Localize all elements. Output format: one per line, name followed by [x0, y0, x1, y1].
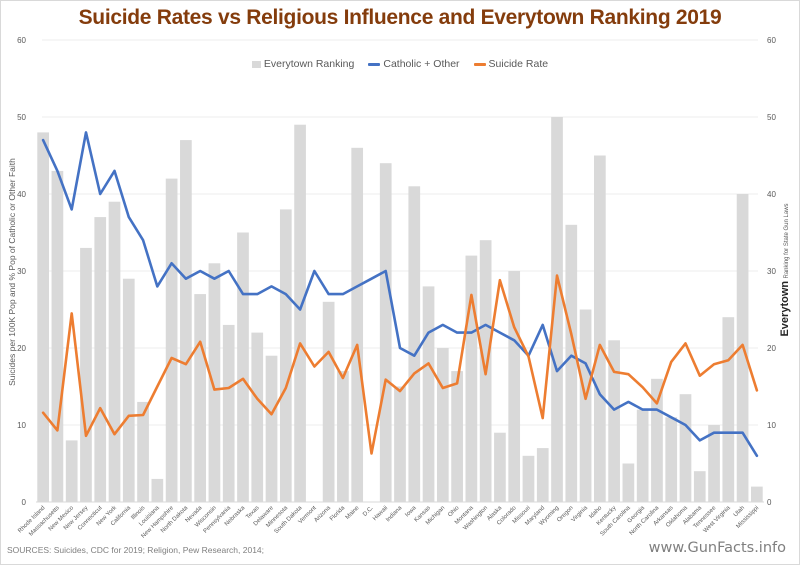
bar-georgia	[636, 409, 649, 502]
bar-florida	[337, 371, 349, 502]
y-axis-left-ticks: 0 10 20 30 40 50 60	[17, 36, 26, 507]
bar-minnesota	[279, 209, 292, 502]
bar-new-mexico	[65, 440, 78, 502]
bar-louisiana	[151, 478, 164, 502]
bar-kansas	[422, 286, 435, 502]
y-tick-left-10: 10	[17, 421, 26, 430]
bar-delaware	[265, 355, 278, 502]
bar-california	[122, 278, 135, 502]
line-suicide-rate	[41, 274, 759, 455]
legend-swatch-suicide	[473, 62, 486, 66]
bar-wisconsin	[208, 263, 221, 502]
bar-new-hampshire	[165, 178, 178, 502]
bar-hawaii	[379, 163, 392, 502]
legend-item-everytown[interactable]: Everytown Ranking	[251, 58, 355, 70]
legend-label-suicide: Suicide Rate	[488, 58, 549, 70]
bar-massachusetts	[51, 170, 64, 502]
bar-north-carolina	[651, 378, 663, 502]
bar-rhode-island	[37, 132, 49, 502]
y-axis-right-title: Everytown Ranking for State Gun Laws	[779, 203, 791, 336]
bar-illinois	[137, 401, 149, 502]
lines	[41, 131, 759, 458]
y-axis-right-ticks: 0 10 20 30 40 50 60	[767, 36, 776, 507]
bar-new-jersey	[80, 247, 92, 502]
bar-tennessee	[708, 425, 720, 502]
bar-mississippi	[751, 486, 763, 502]
bar-south-carolina	[622, 463, 635, 502]
bar-arkansas	[665, 417, 678, 502]
bar-indiana	[394, 386, 406, 502]
bar-oregon	[565, 224, 578, 503]
x-label: Florida	[329, 505, 347, 523]
chart-title: Suicide Rates vs Religious Influence and…	[78, 6, 722, 29]
y-tick-left-0: 0	[22, 498, 27, 507]
bars-everytown-ranking	[37, 117, 763, 503]
bar-new-york	[108, 201, 121, 502]
bar-nebraska	[237, 232, 249, 502]
y-tick-left-30: 30	[17, 267, 26, 276]
bar-pennsylvania	[222, 324, 235, 502]
bar-texas	[251, 332, 264, 502]
bar-missouri	[522, 455, 535, 502]
bar-iowa	[408, 186, 421, 503]
y-tick-right-10: 10	[767, 421, 776, 430]
watermark: www.GunFacts.info	[648, 540, 786, 556]
y-tick-left-20: 20	[17, 344, 26, 353]
bar-north-dakota	[180, 140, 192, 502]
legend-label-everytown: Everytown Ranking	[263, 58, 355, 70]
bar-alabama	[693, 471, 706, 502]
x-label: Virginia	[571, 505, 590, 524]
y-tick-left-50: 50	[17, 113, 26, 122]
x-label: Arizona	[313, 505, 332, 524]
x-label: Maine	[345, 505, 361, 521]
bar-wyoming	[551, 117, 563, 502]
bar-idaho	[593, 155, 606, 502]
y-tick-left-40: 40	[17, 190, 26, 199]
y-axis-right-title-sub: Ranking for State Gun Laws	[784, 203, 790, 279]
y-tick-right-30: 30	[767, 267, 776, 276]
legend-label-catholic: Catholic + Other	[383, 58, 460, 70]
y-tick-left-60: 60	[17, 36, 26, 45]
bar-kentucky	[608, 340, 620, 502]
bar-montana	[465, 255, 478, 502]
y-tick-right-40: 40	[767, 190, 776, 199]
bar-nevada	[194, 294, 207, 502]
bar-maine	[351, 147, 364, 503]
y-axis-left-title: Suicides per 100K Pop and % Pop of Catho…	[7, 158, 17, 386]
y-tick-right-20: 20	[767, 344, 776, 353]
legend-swatch-everytown	[251, 60, 261, 68]
x-label: Indiana	[385, 505, 404, 524]
legend: Everytown Ranking Catholic + Other Suici…	[0, 58, 800, 70]
bar-connecticut	[94, 217, 107, 502]
y-axis-right-title-main: Everytown	[779, 280, 791, 337]
bar-colorado	[508, 271, 521, 502]
sources-note: SOURCES: Suicides, CDC for 2019; Religio…	[7, 545, 265, 555]
bar-alaska	[494, 432, 506, 502]
bar-virginia	[579, 309, 592, 502]
y-tick-right-50: 50	[767, 113, 776, 122]
legend-swatch-catholic	[368, 62, 381, 66]
y-tick-right-60: 60	[767, 36, 776, 45]
legend-item-catholic[interactable]: Catholic + Other	[368, 58, 460, 70]
bar-maryland	[536, 448, 549, 502]
bar-ohio	[451, 371, 463, 502]
bar-oklahoma	[679, 394, 692, 502]
y-tick-right-0: 0	[767, 498, 772, 507]
bar-arizona	[322, 301, 335, 502]
bar-south-dakota	[294, 124, 306, 502]
bar-west-virginia	[722, 317, 735, 502]
legend-item-suicide[interactable]: Suicide Rate	[473, 58, 549, 70]
bar-michigan	[436, 348, 449, 502]
